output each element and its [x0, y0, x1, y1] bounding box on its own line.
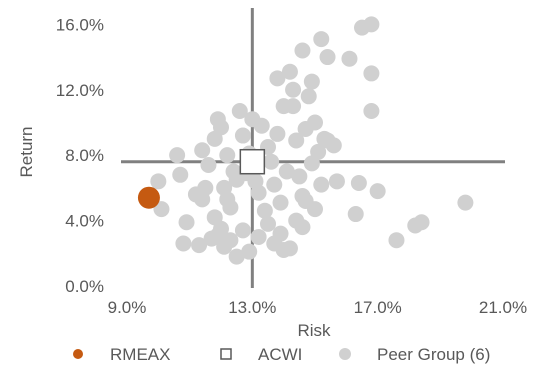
legend-marker	[339, 348, 351, 360]
peer-point	[328, 173, 345, 190]
peer-point	[250, 184, 267, 201]
peer-point	[300, 88, 317, 105]
peer-point	[350, 174, 367, 191]
legend-marker	[73, 349, 83, 359]
peer-point	[363, 16, 380, 33]
peer-point	[194, 142, 211, 159]
peer-point	[269, 125, 286, 142]
peer-point	[272, 225, 289, 242]
peer-point	[363, 65, 380, 82]
peer-point	[172, 166, 189, 183]
peer-point	[153, 201, 170, 218]
legend-label: RMEAX	[110, 345, 170, 364]
peer-point	[150, 173, 167, 190]
peer-point	[291, 168, 308, 185]
peer-point	[281, 63, 298, 80]
peer-point	[250, 228, 267, 245]
peer-point	[457, 194, 474, 211]
peer-point	[234, 127, 251, 144]
peer-point	[234, 222, 251, 239]
y-tick-label: 12.0%	[56, 81, 104, 100]
peer-point	[213, 119, 229, 136]
peer-point	[219, 147, 236, 164]
x-tick-label: 9.0%	[108, 298, 147, 317]
peer-point	[260, 215, 276, 232]
peer-point	[169, 147, 186, 164]
peer-point	[388, 232, 405, 249]
peer-point	[266, 176, 283, 193]
peer-point	[263, 153, 280, 170]
peer-point	[303, 73, 320, 90]
peer-point	[369, 183, 386, 200]
y-axis-ticks: 0.0% 4.0% 8.0% 12.0% 16.0%	[56, 15, 104, 296]
legend-marker-acwi	[220, 348, 232, 360]
y-axis-title: Return	[17, 126, 36, 177]
peer-point	[209, 227, 226, 244]
peer-point	[313, 31, 330, 48]
legend-label: ACWI	[258, 345, 302, 364]
peer-point	[303, 155, 320, 172]
peer-point	[269, 70, 286, 87]
y-tick-label: 8.0%	[65, 146, 104, 165]
peer-point	[319, 49, 336, 66]
peer-point	[288, 132, 305, 149]
x-axis-title: Risk	[297, 321, 331, 340]
peer-point	[297, 192, 314, 209]
peer-point	[206, 209, 223, 226]
legend: RMEAX ACWI Peer Group (6)	[73, 345, 490, 364]
peer-point	[307, 114, 323, 131]
peer-point	[313, 176, 330, 193]
peer-point	[253, 117, 270, 134]
peer-point	[178, 214, 195, 231]
peer-point	[256, 202, 273, 219]
peer-point	[294, 42, 311, 59]
y-tick-label: 4.0%	[65, 212, 104, 231]
peer-point	[341, 50, 358, 67]
x-tick-label: 13.0%	[228, 298, 276, 317]
x-tick-label: 21.0%	[479, 298, 527, 317]
peer-point	[175, 235, 192, 252]
peer-point	[222, 199, 239, 216]
peer-point	[272, 194, 289, 211]
peer-point	[285, 81, 302, 98]
peer-point	[347, 206, 364, 223]
x-tick-label: 17.0%	[354, 298, 402, 317]
peer-point	[191, 237, 208, 254]
y-tick-label: 16.0%	[56, 15, 104, 34]
peer-point	[200, 156, 217, 173]
peer-point	[288, 212, 305, 229]
peer-point	[363, 103, 380, 120]
peer-point	[413, 214, 430, 231]
data-points	[137, 16, 474, 265]
peer-point	[275, 242, 292, 259]
peer-point	[241, 243, 258, 260]
y-tick-label: 0.0%	[65, 277, 104, 296]
rmeax-marker	[137, 186, 160, 209]
peer-point	[194, 191, 211, 208]
x-axis-ticks: 9.0% 13.0% 17.0% 21.0%	[108, 298, 527, 317]
peer-point	[278, 163, 295, 180]
acwi-marker	[239, 148, 266, 175]
peer-point	[285, 98, 302, 115]
peer-point	[319, 132, 336, 149]
peer-point	[228, 248, 245, 265]
peer-point	[231, 103, 248, 120]
legend-label: Peer Group (6)	[377, 345, 490, 364]
peer-point	[222, 232, 239, 249]
